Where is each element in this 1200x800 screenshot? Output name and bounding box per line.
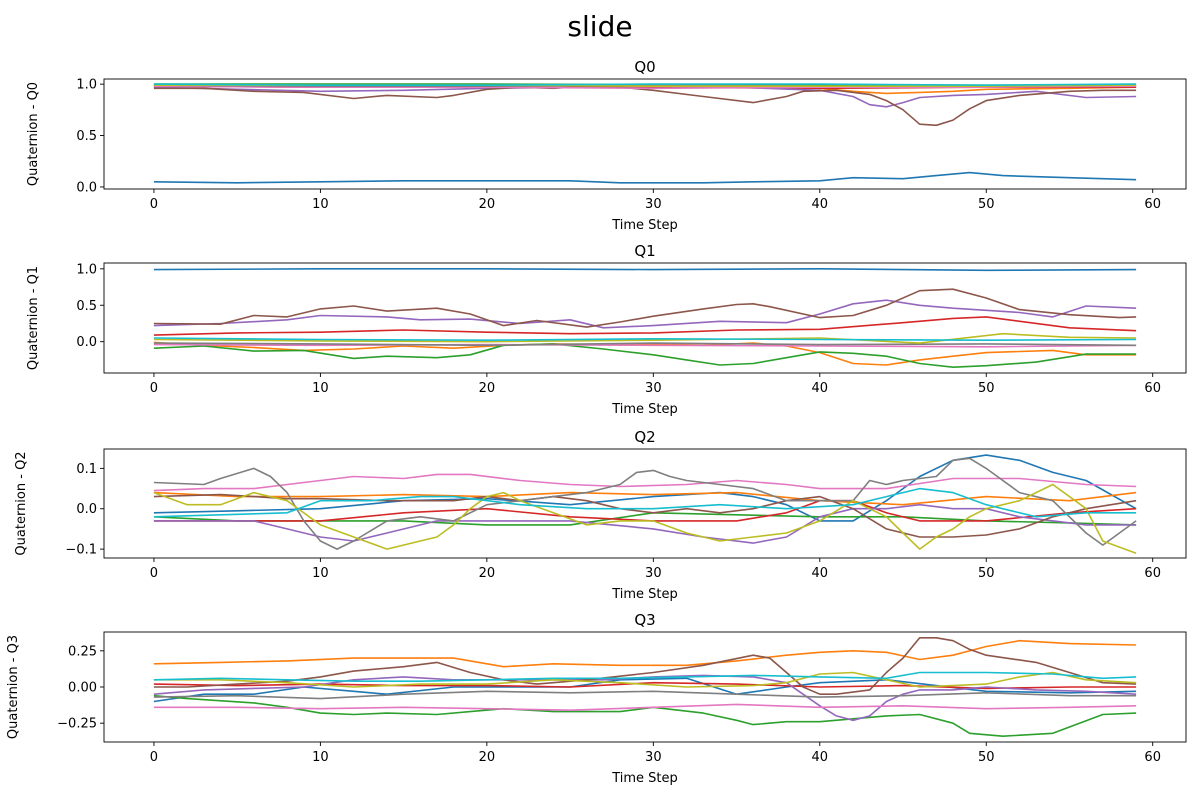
- panel-q2: Q2 0 10 20 30 40 50 60 −0.1 0.0 0.1 Time Step Quater…: [14, 428, 1187, 602]
- series-line: [153, 316, 1137, 336]
- x-tick-label: 10: [312, 381, 329, 396]
- plot-area: [153, 267, 1137, 369]
- x-tick-label: 20: [479, 381, 496, 396]
- series-line: [153, 85, 1137, 127]
- series-line: [153, 483, 1137, 554]
- x-tick-label: 10: [312, 566, 329, 581]
- x-tick-label: 10: [312, 750, 329, 765]
- x-tick-label: 40: [812, 197, 829, 212]
- x-tick-label: 30: [645, 750, 662, 765]
- x-tick-label: 40: [812, 566, 829, 581]
- series-line: [153, 703, 1137, 712]
- series-line: [153, 343, 1137, 348]
- figure-title: slide: [567, 10, 633, 43]
- axes-frame: [103, 448, 1187, 559]
- panel-q3: Q3 0 10 20 30 40 50 60 −0.25 0.00 0.25 Time Step Qua…: [6, 611, 1187, 786]
- x-tick-label: 40: [812, 381, 829, 396]
- x-tick-label: 60: [1144, 381, 1161, 396]
- plot-area: [153, 636, 1137, 738]
- x-tick-label: 40: [812, 750, 829, 765]
- series-line: [153, 694, 1137, 738]
- series-line: [153, 85, 1137, 108]
- x-tick-label: 20: [479, 197, 496, 212]
- y-axis-label: Quaternion - Q1: [26, 266, 41, 370]
- series-line: [153, 267, 1137, 272]
- series-line: [153, 671, 1137, 688]
- x-tick-label: 20: [479, 566, 496, 581]
- series-line: [153, 457, 1137, 550]
- y-tick-label: 0.0: [76, 335, 97, 350]
- panel-q1: Q1 0 10 20 30 40 50 60 0.0 0.5 1.0 Time Step Quatern…: [26, 242, 1187, 417]
- x-tick-label: 50: [978, 566, 995, 581]
- x-tick-label: 50: [978, 750, 995, 765]
- x-tick-label: 50: [978, 197, 995, 212]
- series-line: [153, 473, 1137, 492]
- series-line: [153, 639, 1137, 668]
- series-line: [153, 343, 1137, 369]
- panel-title: Q1: [634, 242, 655, 260]
- plot-area: [153, 454, 1137, 554]
- x-tick-label: 30: [645, 566, 662, 581]
- panel-title: Q0: [634, 58, 655, 76]
- series-line: [153, 493, 1137, 538]
- x-tick-label: 60: [1144, 197, 1161, 212]
- series-line: [153, 337, 1137, 342]
- series-line: [153, 690, 1137, 700]
- x-axis-label: Time Step: [611, 771, 678, 786]
- y-tick-label: 0.1: [76, 462, 97, 477]
- series-line: [153, 332, 1137, 344]
- y-tick-label: 0.0: [76, 180, 97, 195]
- panel-title: Q3: [634, 611, 655, 629]
- y-tick-label: 0.25: [68, 644, 97, 659]
- series-line: [153, 491, 1137, 506]
- series-line: [153, 636, 1137, 696]
- y-axis-label: Quaternion - Q2: [14, 451, 29, 555]
- panel-q0: Q0 0 10 20 30 40 50 60 0.0 0.5 1.0 Time Step Quatern…: [26, 58, 1187, 233]
- series-line: [153, 83, 1137, 86]
- y-tick-label: 1.0: [76, 262, 97, 277]
- series-line: [153, 299, 1137, 329]
- panel-title: Q2: [634, 428, 655, 446]
- x-tick-label: 0: [150, 750, 158, 765]
- axes-frame: [103, 262, 1187, 374]
- y-tick-label: −0.1: [65, 543, 97, 558]
- x-tick-label: 0: [150, 381, 158, 396]
- series-line: [153, 511, 1137, 526]
- x-tick-label: 30: [645, 381, 662, 396]
- x-tick-label: 30: [645, 197, 662, 212]
- plot-area: [153, 83, 1137, 184]
- x-tick-label: 0: [150, 566, 158, 581]
- y-tick-label: 0.5: [76, 129, 97, 144]
- x-tick-label: 10: [312, 197, 329, 212]
- series-line: [153, 85, 1137, 90]
- x-tick-label: 0: [150, 197, 158, 212]
- x-axis-label: Time Step: [611, 402, 678, 417]
- y-tick-label: 1.0: [76, 78, 97, 93]
- series-line: [153, 487, 1137, 518]
- y-tick-label: 0.0: [76, 502, 97, 517]
- series-line: [153, 288, 1137, 328]
- series-line: [153, 671, 1137, 683]
- y-axis-label: Quaternion - Q3: [6, 635, 21, 739]
- x-tick-label: 60: [1144, 750, 1161, 765]
- x-axis-label: Time Step: [611, 587, 678, 602]
- x-tick-label: 50: [978, 381, 995, 396]
- x-tick-label: 60: [1144, 566, 1161, 581]
- series-line: [153, 171, 1137, 184]
- y-tick-label: 0.00: [68, 681, 97, 696]
- series-line: [153, 342, 1137, 347]
- y-axis-label: Quaternion - Q0: [26, 82, 41, 186]
- y-tick-label: 0.5: [76, 299, 97, 314]
- x-axis-label: Time Step: [611, 218, 678, 233]
- y-tick-label: −0.25: [57, 717, 97, 732]
- axes-frame: [103, 78, 1187, 190]
- x-tick-label: 20: [479, 750, 496, 765]
- series-line: [153, 499, 1137, 522]
